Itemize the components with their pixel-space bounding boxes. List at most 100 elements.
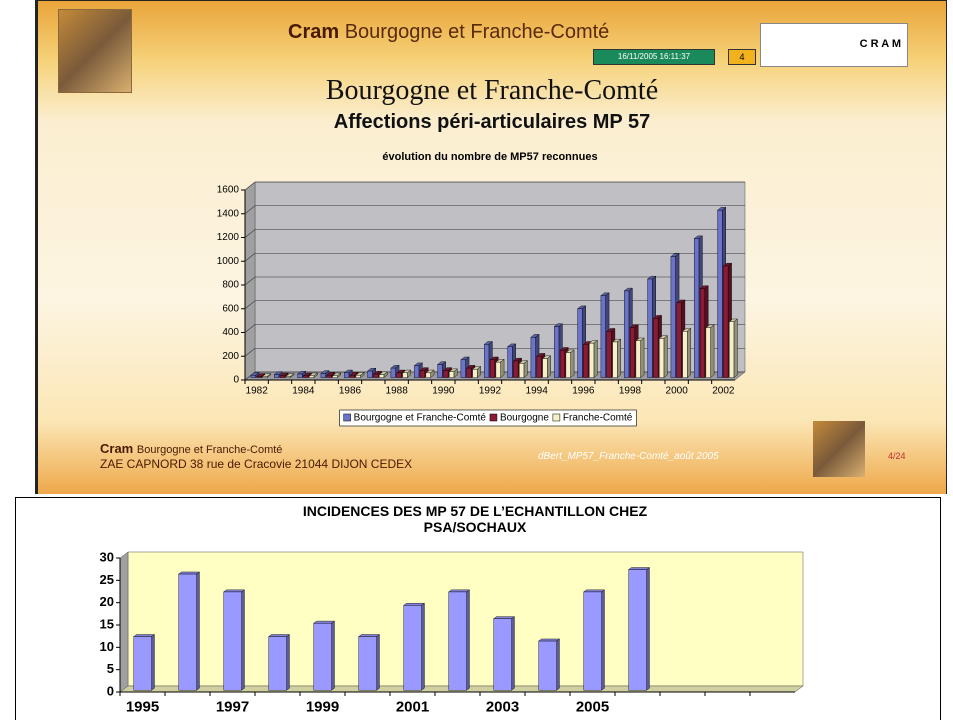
chart-title: évolution du nombre de MP57 reconnues xyxy=(382,151,597,163)
bar xyxy=(373,374,378,378)
legend-label: Franche-Comté xyxy=(563,413,633,424)
bar xyxy=(443,370,448,377)
side-wall xyxy=(120,552,128,692)
legend-swatch xyxy=(344,414,351,421)
legend: Bourgogne et Franche-Comté Bourgogne Franc… xyxy=(340,410,637,426)
charts: 0200400600800100012001400160019821984198… xyxy=(0,0,953,720)
bar-top xyxy=(134,635,155,637)
bar xyxy=(327,375,332,377)
x-tick-label: 2005 xyxy=(576,698,609,715)
x-tick-label: 1998 xyxy=(619,386,642,397)
bar xyxy=(496,362,501,377)
bar-top xyxy=(494,617,515,619)
x-tick-label: 1999 xyxy=(306,698,339,715)
bar xyxy=(560,350,565,377)
bar-top xyxy=(404,603,425,605)
x-tick-label: 1990 xyxy=(432,386,455,397)
bar xyxy=(263,376,268,377)
bar xyxy=(404,605,422,690)
bar-top xyxy=(314,621,335,623)
bar xyxy=(298,374,303,378)
bar xyxy=(613,342,618,378)
x-tick-label: 1986 xyxy=(339,386,362,397)
bar xyxy=(537,356,542,377)
bar xyxy=(706,328,711,378)
x-tick-label: 2001 xyxy=(396,698,429,715)
bar xyxy=(490,360,495,378)
x-tick-label: 2002 xyxy=(712,386,735,397)
bar xyxy=(566,353,571,378)
y-tick-label: 30 xyxy=(100,549,114,564)
legend-swatch xyxy=(490,414,497,421)
bar xyxy=(694,239,699,378)
bar-side xyxy=(197,572,200,690)
bar-side xyxy=(557,639,560,690)
bar xyxy=(601,296,606,378)
bar xyxy=(677,303,682,378)
bar xyxy=(309,376,314,378)
bar xyxy=(653,318,658,377)
bar xyxy=(531,337,536,377)
x-tick-label: 1996 xyxy=(572,386,595,397)
bar xyxy=(368,371,373,378)
bar xyxy=(508,347,513,378)
x-tick-label: 1982 xyxy=(246,386,269,397)
bar xyxy=(671,256,676,377)
bar-top xyxy=(359,635,380,637)
bar xyxy=(449,592,467,690)
bar xyxy=(280,376,285,378)
y-tick-label: 1600 xyxy=(217,185,240,196)
bar xyxy=(723,266,728,378)
bar-side xyxy=(594,340,598,377)
bar xyxy=(257,376,262,377)
bar-top xyxy=(584,590,605,592)
bar xyxy=(321,373,326,377)
bar xyxy=(578,309,583,378)
bar xyxy=(397,373,402,378)
bar-side xyxy=(287,635,290,691)
bar-side xyxy=(547,356,551,378)
bar xyxy=(607,331,612,377)
y-tick-label: 800 xyxy=(222,280,239,291)
bar xyxy=(414,366,419,378)
bar xyxy=(513,361,518,378)
x-tick-label: 1992 xyxy=(479,386,502,397)
bar xyxy=(718,210,723,377)
bar xyxy=(543,359,548,378)
bar xyxy=(274,375,279,378)
y-tick-label: 25 xyxy=(100,572,114,587)
bar-side xyxy=(332,621,335,690)
y-tick-label: 5 xyxy=(107,661,114,676)
bar-top xyxy=(629,568,650,570)
y-tick-label: 10 xyxy=(100,639,114,654)
bar xyxy=(134,637,152,691)
bar xyxy=(403,373,408,378)
bar xyxy=(438,365,443,378)
y-tick-label: 1200 xyxy=(217,232,240,243)
bar-top xyxy=(179,572,200,574)
bar xyxy=(426,373,431,378)
legend-label: Bourgogne et Franche-Comté xyxy=(354,413,487,424)
x-tick-label: 1997 xyxy=(216,698,249,715)
bar xyxy=(648,279,653,378)
bar xyxy=(467,368,472,378)
legend-label: Bourgogne xyxy=(500,413,549,424)
bar-side xyxy=(711,325,715,378)
bar-side xyxy=(602,590,605,690)
bar xyxy=(420,370,425,377)
bar-side xyxy=(664,336,668,378)
bar xyxy=(700,289,705,378)
x-tick-label: 1994 xyxy=(526,386,549,397)
y-tick-label: 1000 xyxy=(217,256,240,267)
bar xyxy=(584,592,602,690)
y-tick-label: 600 xyxy=(222,303,239,314)
bar xyxy=(314,623,332,690)
bar-side xyxy=(647,568,650,691)
bar xyxy=(449,372,454,378)
bar xyxy=(494,619,512,690)
bar xyxy=(333,376,338,378)
page: Cram Bourgogne et Franche-Comté 16/11/20… xyxy=(0,0,953,720)
bar-top xyxy=(449,590,470,592)
bar-top xyxy=(224,590,245,592)
bar xyxy=(379,375,384,378)
